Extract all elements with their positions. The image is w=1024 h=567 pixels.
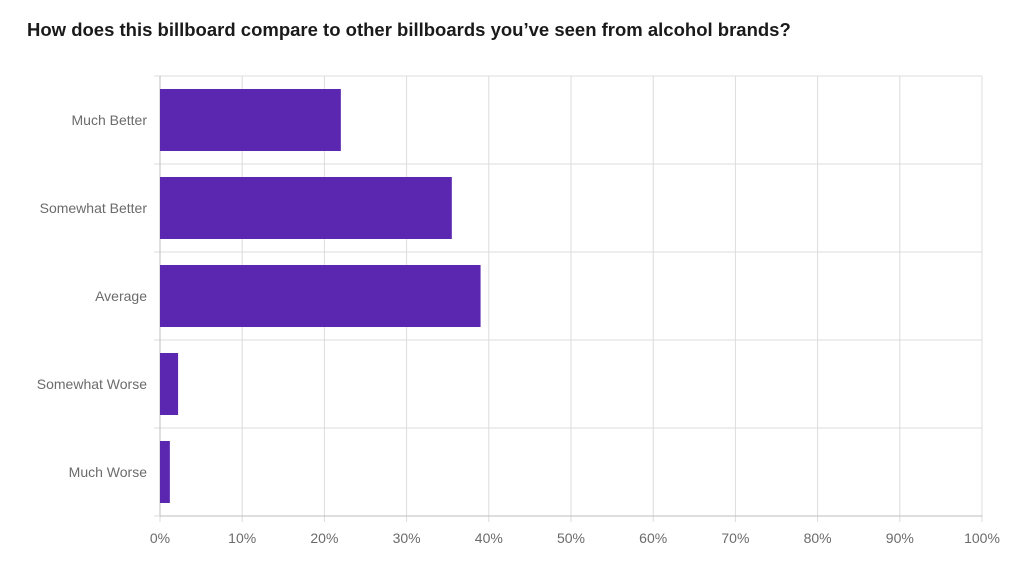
category-label: Average (95, 288, 147, 304)
x-tick-label: 50% (557, 530, 585, 546)
x-tick-label: 60% (639, 530, 667, 546)
x-tick-label: 30% (393, 530, 421, 546)
x-tick-label: 10% (228, 530, 256, 546)
x-tick-label: 80% (804, 530, 832, 546)
bar (160, 353, 179, 415)
x-tick-label: 90% (886, 530, 914, 546)
chart-title: How does this billboard compare to other… (27, 19, 791, 40)
bar (160, 177, 452, 239)
category-label: Much Worse (69, 464, 148, 480)
x-tick-label: 100% (964, 530, 1000, 546)
category-label: Somewhat Worse (37, 376, 147, 392)
x-tick-label: 20% (310, 530, 338, 546)
category-label: Somewhat Better (40, 200, 148, 216)
bar (160, 265, 481, 327)
category-label: Much Better (72, 112, 148, 128)
x-tick-label: 0% (150, 530, 170, 546)
bar (160, 441, 170, 503)
bar (160, 89, 341, 151)
x-tick-label: 70% (721, 530, 749, 546)
x-tick-label: 40% (475, 530, 503, 546)
